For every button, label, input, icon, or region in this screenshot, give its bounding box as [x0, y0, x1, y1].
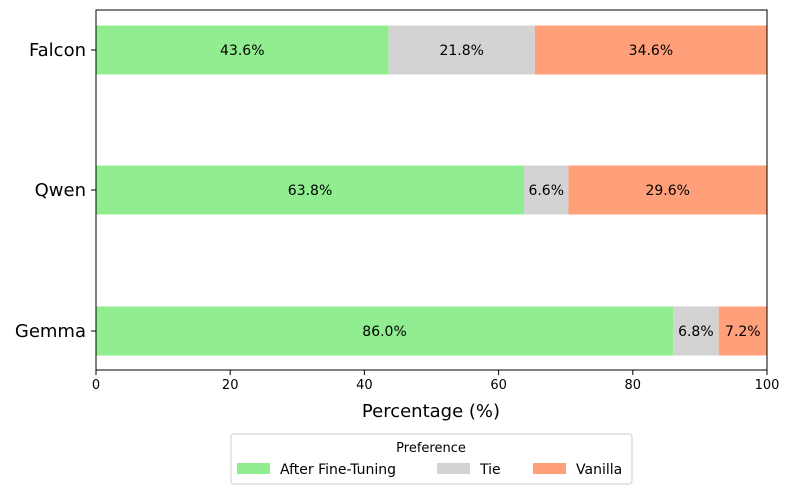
y-axis: Falcon Qwen Gemma [15, 40, 96, 342]
legend-label-series-1: Tie [479, 462, 501, 478]
bar-labels-group: 43.6% 21.8% 34.6% 63.8% 6.6% 29.6% 86.0% 6.8% 7.… [220, 43, 761, 340]
bar-label-gemma-series-0: 86.0% [362, 324, 406, 340]
x-tick-label-60: 60 [490, 378, 507, 393]
legend-label-series-0: After Fine-Tuning [280, 462, 396, 478]
bar-gemma-series-1 [673, 306, 719, 356]
x-tick-label-40: 40 [356, 378, 373, 393]
legend-swatch-series-1 [437, 463, 470, 474]
x-axis-title: Percentage (%) [362, 401, 500, 422]
y-tick-label-gemma: Gemma [15, 321, 86, 342]
legend-label-series-2: Vanilla [576, 462, 622, 478]
bar-label-qwen-series-0: 63.8% [288, 183, 332, 199]
legend-swatch-series-0 [237, 463, 270, 474]
legend-items: After Fine-Tuning Tie Vanilla [237, 462, 622, 478]
bar-label-falcon-series-2: 34.6% [629, 43, 673, 59]
y-tick-label-qwen: Qwen [35, 180, 86, 201]
x-axis: 0 20 40 60 80 100 [92, 370, 780, 393]
bar-qwen-series-2 [568, 165, 767, 215]
x-tick-label-80: 80 [625, 378, 642, 393]
bar-label-gemma-series-1: 6.8% [678, 324, 714, 340]
x-tick-label-0: 0 [92, 378, 100, 393]
bar-qwen-series-1 [524, 165, 569, 215]
legend: Preference After Fine-Tuning Tie Vanilla [230, 433, 633, 485]
bar-gemma-series-0 [96, 306, 674, 356]
bar-label-qwen-series-2: 29.6% [645, 183, 689, 199]
bar-gemma-series-2 [718, 306, 767, 356]
bar-falcon-series-1 [388, 25, 535, 75]
bar-label-falcon-series-1: 21.8% [439, 43, 483, 59]
bar-label-qwen-series-1: 6.6% [528, 183, 564, 199]
x-tick-label-100: 100 [755, 378, 780, 393]
x-tick-label-20: 20 [222, 378, 239, 393]
bar-label-gemma-series-2: 7.2% [725, 324, 761, 340]
bars-group [96, 25, 767, 356]
y-tick-label-falcon: Falcon [29, 40, 86, 61]
legend-frame [230, 433, 633, 485]
bar-qwen-series-0 [96, 165, 525, 215]
bar-falcon-series-0 [96, 25, 389, 75]
legend-title: Preference [396, 441, 466, 456]
bar-falcon-series-2 [534, 25, 767, 75]
bar-label-falcon-series-0: 43.6% [220, 43, 264, 59]
legend-swatch-series-2 [533, 463, 566, 474]
